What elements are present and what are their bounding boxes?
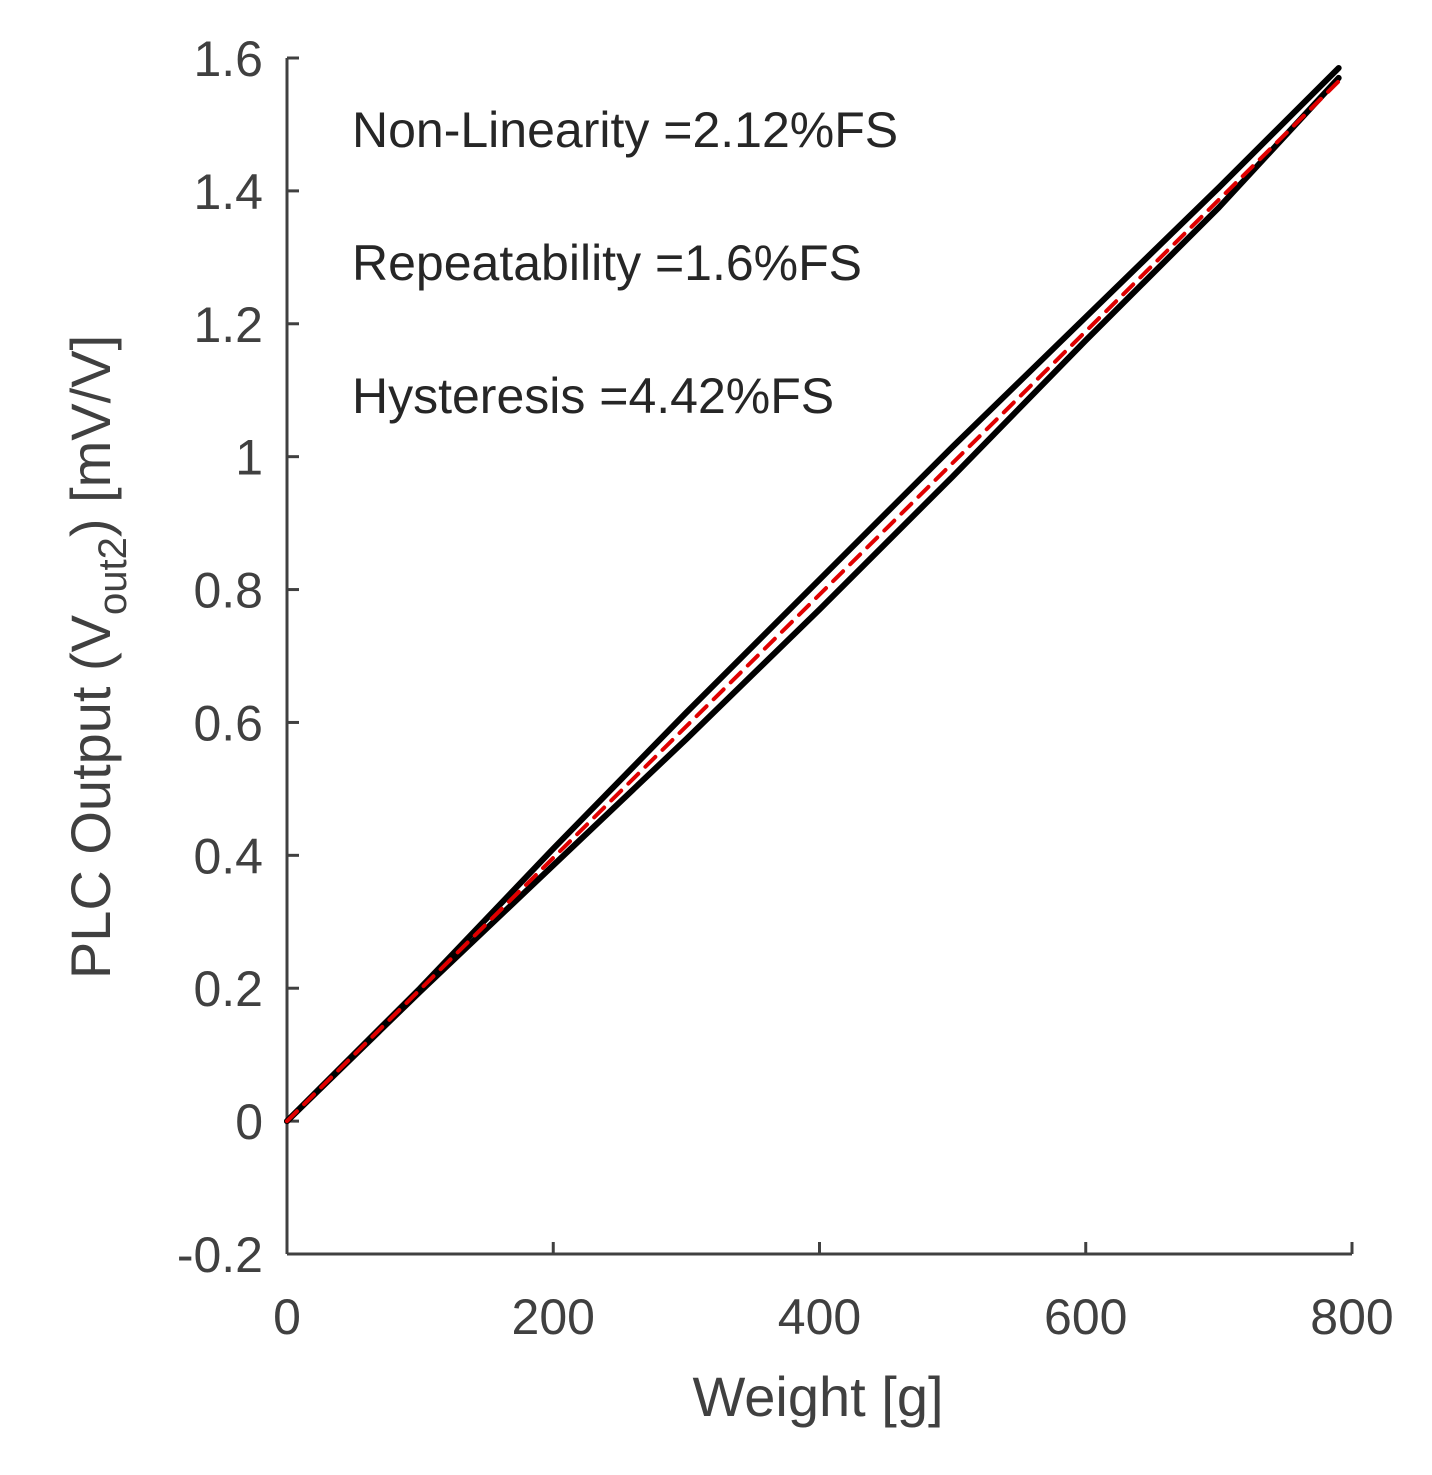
x-tick-label: 800 [1310, 1289, 1393, 1345]
series-line-linear-fit [285, 79, 1341, 1124]
y-axis-title: PLC Output (Vout2) [mV/V] [59, 335, 135, 979]
y-tick-label: 0.6 [193, 695, 263, 751]
annotation-hysteresis: Hysteresis =4.42%FS [352, 368, 834, 424]
y-tick-label: 0.2 [193, 961, 263, 1017]
y-tick-label: 1 [235, 430, 263, 486]
y-tick-label: 0.4 [193, 828, 263, 884]
x-tick-label: 0 [273, 1289, 301, 1345]
y-tick-label: 1.6 [193, 31, 263, 87]
y-tick-label: 0.8 [193, 563, 263, 619]
y-tick-label: 1.2 [193, 297, 263, 353]
x-tick-label: 200 [512, 1289, 595, 1345]
y-tick-label: -0.2 [177, 1227, 263, 1283]
annotation-non-linearity: Non-Linearity =2.12%FS [352, 102, 898, 158]
x-tick-label: 600 [1044, 1289, 1127, 1345]
y-axis-title-suffix: ) [mV/V] [59, 335, 122, 537]
annotation-repeatability: Repeatability =1.6%FS [352, 235, 862, 291]
annotations: Non-Linearity =2.12%FS Repeatability =1.… [352, 102, 898, 424]
x-axis-title: Weight [g] [692, 1365, 943, 1428]
y-axis-title-prefix: PLC Output (V [59, 614, 122, 979]
y-tick-label: 0 [235, 1094, 263, 1150]
axes: -0.200.20.40.60.811.21.41.60 200 400 600 800 [177, 31, 1394, 1345]
series-line-loading [284, 64, 1342, 1125]
y-axis-title-subscript: out2 [91, 537, 135, 615]
x-tick-label: 400 [778, 1289, 861, 1345]
series-group [284, 64, 1342, 1125]
y-tick-label: 1.4 [193, 164, 263, 220]
series-line-unloading [284, 74, 1342, 1125]
